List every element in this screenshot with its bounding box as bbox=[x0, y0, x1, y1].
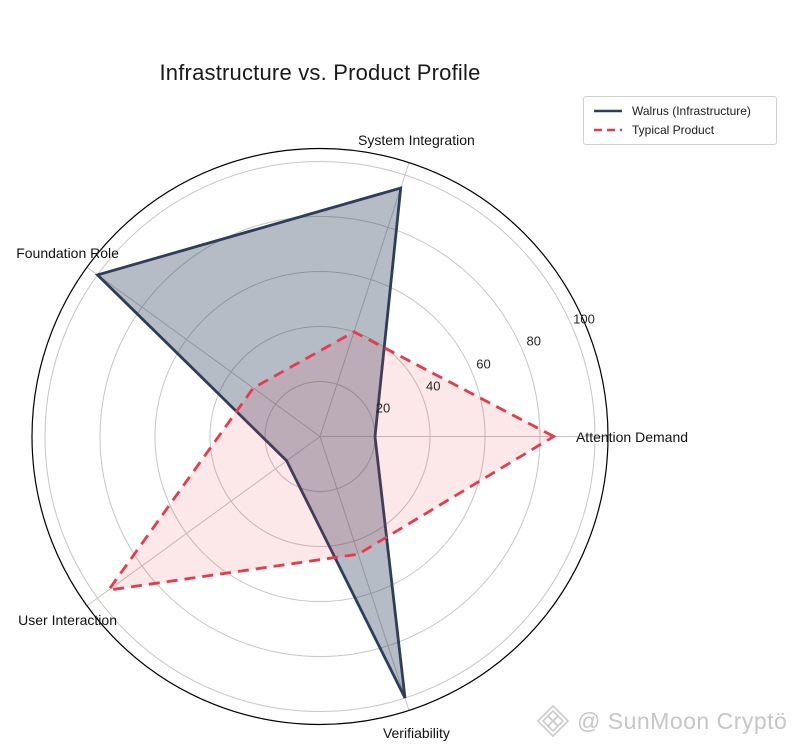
radial-tick-80: 80 bbox=[526, 333, 541, 349]
walrus-line-sample bbox=[594, 109, 622, 113]
watermark-text: @ SunMoon Cryptö bbox=[577, 707, 788, 734]
radial-tick-40: 40 bbox=[426, 378, 441, 394]
grid-spoke bbox=[319, 162, 410, 437]
diamond-logo-icon bbox=[537, 705, 569, 737]
legend-label-typical: Typical Product bbox=[632, 123, 715, 137]
series-typical-product bbox=[105, 330, 557, 592]
axis-label-foundation-role: Foundation Role bbox=[16, 245, 119, 262]
axis-label-attention-demand: Attention Demand bbox=[575, 428, 689, 445]
radial-tick-60: 60 bbox=[476, 356, 491, 372]
outer-ring bbox=[31, 147, 609, 726]
legend: Walrus (Infrastructure) Typical Product bbox=[583, 96, 777, 145]
axis-label-verifiability: Verifiability bbox=[382, 725, 450, 742]
typical-line-sample bbox=[594, 128, 622, 132]
grid-spoke bbox=[86, 266, 321, 437]
axis-label-system-integration: System Integration bbox=[358, 131, 475, 148]
legend-item-typical: Typical Product bbox=[593, 123, 767, 137]
legend-item-walrus: Walrus (Infrastructure) bbox=[593, 104, 767, 118]
radial-tick-20: 20 bbox=[375, 400, 391, 416]
axis-label-user-interaction: User Interaction bbox=[18, 611, 117, 628]
grid-spoke bbox=[86, 436, 321, 607]
legend-label-walrus: Walrus (Infrastructure) bbox=[632, 104, 751, 118]
radial-tick-100: 100 bbox=[573, 311, 595, 327]
grid-spoke bbox=[319, 436, 410, 711]
chart-title: Infrastructure vs. Product Profile bbox=[159, 60, 481, 85]
series-walrus-infrastructure bbox=[94, 186, 407, 699]
watermark: @ SunMoon Cryptö bbox=[536, 704, 787, 738]
